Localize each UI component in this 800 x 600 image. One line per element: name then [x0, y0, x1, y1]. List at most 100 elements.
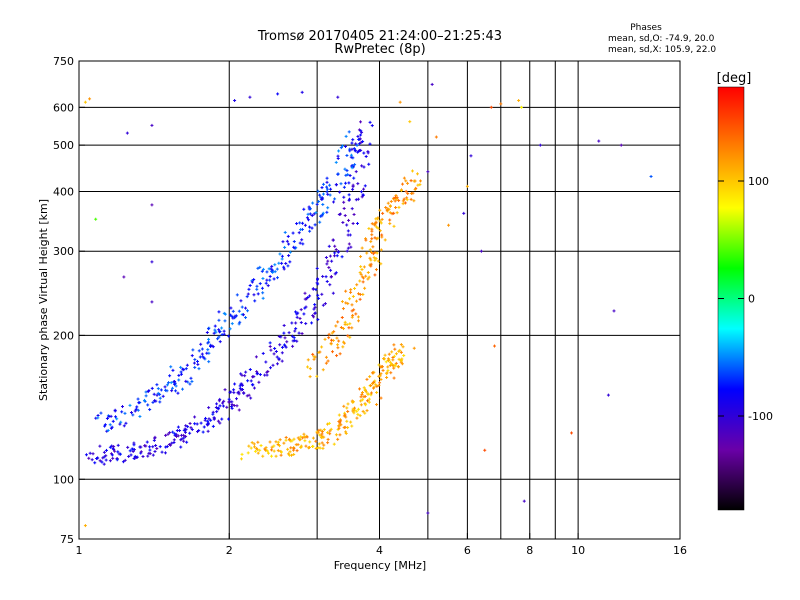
data-point: [320, 345, 324, 349]
data-point: [413, 188, 417, 192]
data-point: [295, 449, 299, 453]
data-point: [364, 403, 368, 407]
data-point: [244, 306, 248, 310]
data-point: [379, 377, 383, 381]
data-point: [154, 444, 158, 448]
data-point: [364, 154, 368, 158]
data-point: [325, 180, 329, 184]
data-point: [153, 449, 157, 453]
data-point: [326, 259, 330, 263]
data-point: [158, 392, 162, 396]
data-point: [237, 309, 241, 313]
data-point: [245, 295, 249, 299]
data-point: [348, 322, 352, 326]
data-point: [293, 329, 297, 333]
data-point: [326, 441, 330, 445]
data-point: [282, 323, 286, 327]
data-point: [375, 384, 379, 388]
data-point: [358, 414, 362, 418]
data-point: [263, 373, 267, 377]
data-point: [239, 457, 243, 461]
data-point: [270, 445, 274, 449]
data-point: [286, 264, 290, 268]
data-point: [268, 341, 272, 345]
data-point: [315, 374, 319, 378]
data-point: [112, 445, 116, 449]
data-point: [253, 299, 257, 303]
data-point: [154, 399, 158, 403]
data-point: [181, 387, 185, 391]
grid-lines: [79, 61, 680, 539]
data-point: [348, 233, 352, 237]
data-point: [331, 291, 335, 295]
data-point: [368, 120, 372, 124]
data-point: [150, 203, 154, 207]
data-point: [239, 299, 243, 303]
data-point: [402, 176, 406, 180]
data-point: [106, 429, 110, 433]
data-point: [358, 142, 362, 146]
data-point: [388, 360, 392, 364]
data-point: [207, 406, 211, 410]
y-tick-label: 200: [53, 329, 74, 342]
data-point: [280, 345, 284, 349]
data-point: [337, 149, 341, 153]
data-point: [261, 296, 265, 300]
data-point: [153, 436, 157, 440]
data-point: [216, 419, 220, 423]
data-point: [354, 198, 358, 202]
data-point: [220, 417, 224, 421]
data-point: [366, 277, 370, 281]
data-point: [112, 447, 116, 451]
data-point: [317, 442, 321, 446]
data-point: [268, 440, 272, 444]
data-point: [369, 393, 373, 397]
data-point: [358, 279, 362, 283]
data-point: [373, 236, 377, 240]
data-point: [223, 312, 227, 316]
data-point: [233, 382, 237, 386]
data-point: [233, 99, 237, 103]
data-point: [292, 452, 296, 456]
data-point: [314, 211, 318, 215]
data-point: [326, 206, 330, 210]
data-point: [346, 229, 350, 233]
data-point: [397, 357, 401, 361]
data-point: [249, 379, 253, 383]
data-point: [354, 170, 358, 174]
data-point: [336, 172, 340, 176]
data-point: [193, 358, 197, 362]
data-point: [347, 242, 351, 246]
data-point: [131, 447, 135, 451]
data-point: [346, 402, 350, 406]
data-point: [325, 262, 329, 266]
data-point: [344, 431, 348, 435]
data-point: [392, 211, 396, 215]
data-point: [191, 348, 195, 352]
data-point: [284, 261, 288, 265]
data-point: [108, 445, 112, 449]
data-point: [245, 394, 249, 398]
data-point: [298, 438, 302, 442]
data-point: [182, 368, 186, 372]
data-point: [118, 422, 122, 426]
colorbar-ticks: 100 0 -100: [718, 175, 773, 423]
data-point: [365, 251, 369, 255]
data-point: [155, 383, 159, 387]
data-point: [367, 227, 371, 231]
data-point: [313, 223, 317, 227]
data-point: [237, 390, 241, 394]
data-point: [100, 460, 104, 464]
data-point: [156, 387, 160, 391]
data-point: [344, 430, 348, 434]
data-point: [310, 214, 314, 218]
data-point: [196, 362, 200, 366]
data-point: [649, 174, 653, 178]
data-point: [198, 355, 202, 359]
data-point: [302, 435, 306, 439]
data-point: [379, 396, 383, 400]
data-point: [119, 452, 123, 456]
data-point: [348, 297, 352, 301]
data-point: [330, 350, 334, 354]
